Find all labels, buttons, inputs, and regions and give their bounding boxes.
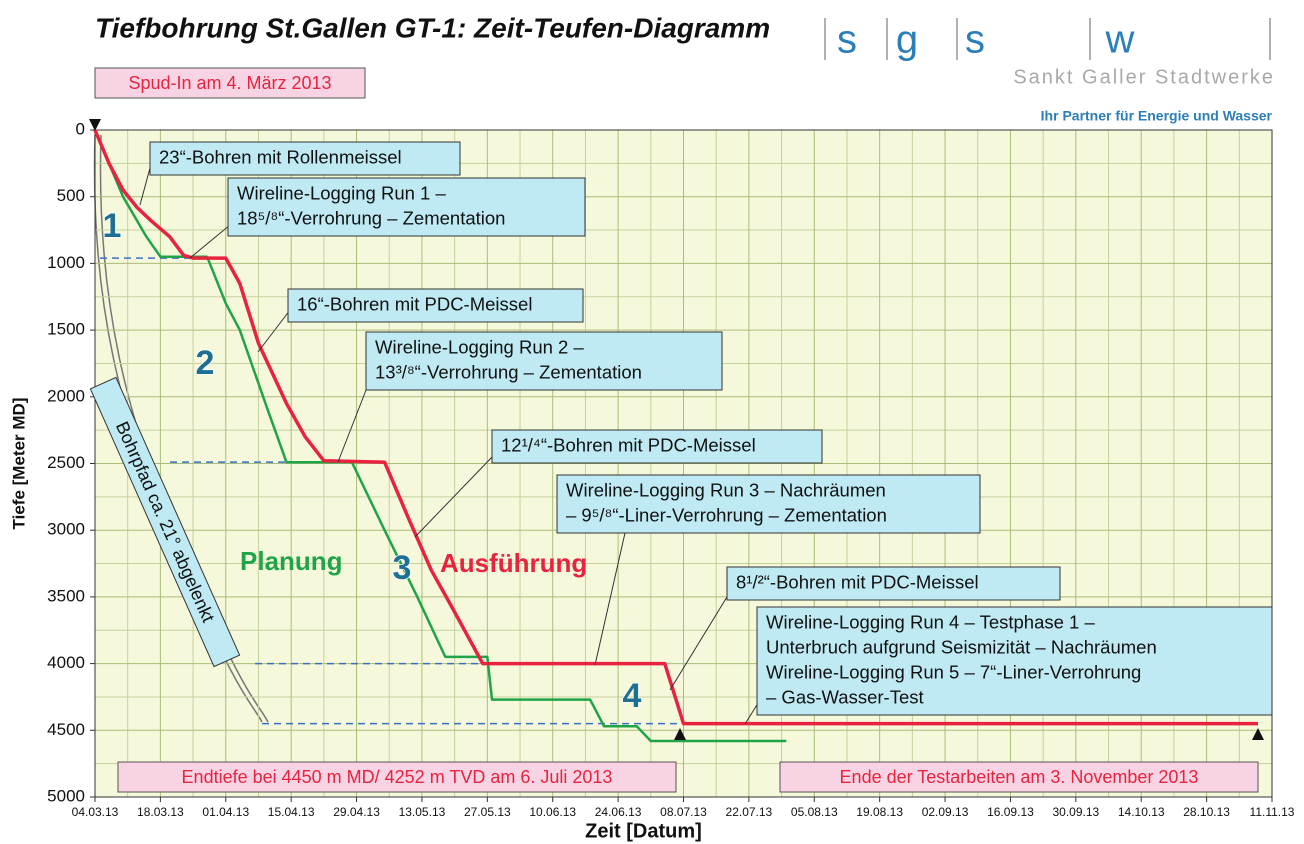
x-tick-label: 24.06.13 bbox=[595, 805, 642, 819]
annotation-text: Unterbruch aufgrund Seismizität – Nachrä… bbox=[766, 636, 1157, 657]
y-tick-label: 500 bbox=[57, 186, 85, 205]
series-label: Ausführung bbox=[440, 548, 587, 578]
y-tick-label: 1500 bbox=[47, 320, 85, 339]
annotation-text: 8¹/²“-Bohren mit PDC-Meissel bbox=[736, 571, 979, 592]
logo-letter: w bbox=[1105, 18, 1135, 62]
marker-arrow bbox=[674, 728, 686, 740]
leader-line bbox=[594, 532, 626, 666]
note-text: Endtiefe bei 4450 m MD/ 4252 m TVD am 6.… bbox=[182, 767, 613, 787]
plot-frame bbox=[94, 129, 1273, 798]
y-tick-label: 5000 bbox=[47, 786, 85, 805]
annotation-text: Wireline-Logging Run 3 – Nachräumen bbox=[566, 479, 886, 500]
annotation-text: Wireline-Logging Run 2 – bbox=[375, 336, 584, 357]
chart-title: Tiefbohrung St.Gallen GT-1: Zeit-Teufen-… bbox=[95, 12, 770, 43]
x-tick-label: 15.04.13 bbox=[268, 805, 315, 819]
marker-arrow bbox=[1252, 728, 1264, 740]
logo-name: Sankt Galler Stadtwerke bbox=[1013, 66, 1275, 88]
annotation-box bbox=[287, 288, 584, 323]
logo-slogan: Ihr Partner für Energie und Wasser bbox=[1041, 108, 1273, 124]
leader-line bbox=[337, 384, 369, 463]
annotation-text: 18⁵/⁸“-Verrohrung – Zementation bbox=[237, 207, 505, 228]
y-tick-label: 3000 bbox=[47, 520, 85, 539]
x-tick-label: 05.08.13 bbox=[791, 805, 838, 819]
x-tick-label: 28.10.13 bbox=[1183, 805, 1230, 819]
x-axis-label: Zeit [Datum] bbox=[585, 820, 702, 842]
note-text: Ende der Testarbeiten am 3. November 201… bbox=[840, 767, 1199, 787]
leader-line bbox=[189, 224, 231, 259]
x-tick-label: 30.09.13 bbox=[1052, 805, 1099, 819]
x-tick-label: 08.07.13 bbox=[660, 805, 707, 819]
x-tick-label: 01.04.13 bbox=[202, 805, 249, 819]
annotation-text: 13³/⁸“-Verrohrung – Zementation bbox=[375, 361, 642, 382]
leader-line bbox=[139, 167, 151, 206]
leader-line bbox=[257, 309, 291, 353]
annotation-text: Wireline-Logging Run 1 – bbox=[237, 182, 446, 203]
logo-letter: g bbox=[896, 18, 918, 62]
note-box bbox=[779, 761, 1259, 793]
annotation-text: Wireline-Logging Run 5 – 7“-Liner-Verroh… bbox=[766, 661, 1141, 682]
series-line bbox=[93, 129, 787, 743]
x-tick-label: 13.05.13 bbox=[399, 805, 446, 819]
y-tick-label: 3500 bbox=[47, 586, 85, 605]
annotation-box bbox=[227, 177, 586, 237]
logo-letter: s bbox=[837, 18, 857, 62]
series-label: Planung bbox=[240, 546, 343, 576]
note-box bbox=[117, 761, 677, 793]
annotation-text: 12¹/⁴“-Bohren mit PDC-Meissel bbox=[501, 434, 756, 455]
y-axis-label: Tiefe [Meter MD] bbox=[9, 398, 28, 530]
leader-line bbox=[669, 591, 731, 691]
series-line bbox=[93, 129, 1258, 726]
x-tick-label: 04.03.13 bbox=[72, 805, 119, 819]
marker-arrow bbox=[89, 119, 101, 131]
x-tick-label: 10.06.13 bbox=[529, 805, 576, 819]
annotation-box bbox=[149, 141, 461, 176]
x-tick-label: 16.09.13 bbox=[987, 805, 1034, 819]
y-tick-label: 2000 bbox=[47, 386, 85, 405]
annotation-text: – Gas-Wasser-Test bbox=[766, 686, 924, 707]
y-tick-label: 4500 bbox=[47, 720, 85, 739]
annotation-box bbox=[726, 566, 1061, 601]
x-tick-label: 18.03.13 bbox=[137, 805, 184, 819]
y-tick-label: 1000 bbox=[47, 253, 85, 272]
x-tick-label: 02.09.13 bbox=[922, 805, 969, 819]
note-box bbox=[94, 67, 366, 99]
phase-label: 3 bbox=[393, 549, 412, 587]
phase-label: 1 bbox=[103, 207, 122, 245]
annotation-text: 16“-Bohren mit PDC-Meissel bbox=[297, 293, 532, 314]
annotation-text: – 9⁵/⁸“-Liner-Verrohrung – Zementation bbox=[566, 504, 887, 525]
leader-line bbox=[414, 454, 495, 538]
x-tick-label: 29.04.13 bbox=[333, 805, 380, 819]
logo-bars bbox=[824, 18, 1271, 60]
annotation-box bbox=[556, 474, 981, 534]
annotation-box bbox=[756, 606, 1273, 716]
y-tick-label: 2500 bbox=[47, 453, 85, 472]
x-tick-label: 22.07.13 bbox=[726, 805, 773, 819]
phase-label: 2 bbox=[196, 344, 215, 382]
logo-letter: s bbox=[965, 18, 985, 62]
annotation-box bbox=[491, 429, 823, 464]
x-tick-label: 14.10.13 bbox=[1118, 805, 1165, 819]
x-tick-label: 27.05.13 bbox=[464, 805, 511, 819]
x-tick-label: 19.08.13 bbox=[856, 805, 903, 819]
y-tick-label: 0 bbox=[76, 119, 85, 138]
note-text: Spud-In am 4. März 2013 bbox=[128, 73, 331, 93]
annotation-text: 23“-Bohren mit Rollenmeissel bbox=[159, 146, 402, 167]
x-tick-label: 11.11.13 bbox=[1250, 805, 1295, 819]
phase-label: 4 bbox=[623, 677, 642, 715]
annotation-text: Wireline-Logging Run 4 – Testphase 1 – bbox=[766, 611, 1095, 632]
borehole-label-box bbox=[89, 376, 241, 668]
y-tick-label: 4000 bbox=[47, 653, 85, 672]
annotation-box bbox=[365, 331, 723, 391]
